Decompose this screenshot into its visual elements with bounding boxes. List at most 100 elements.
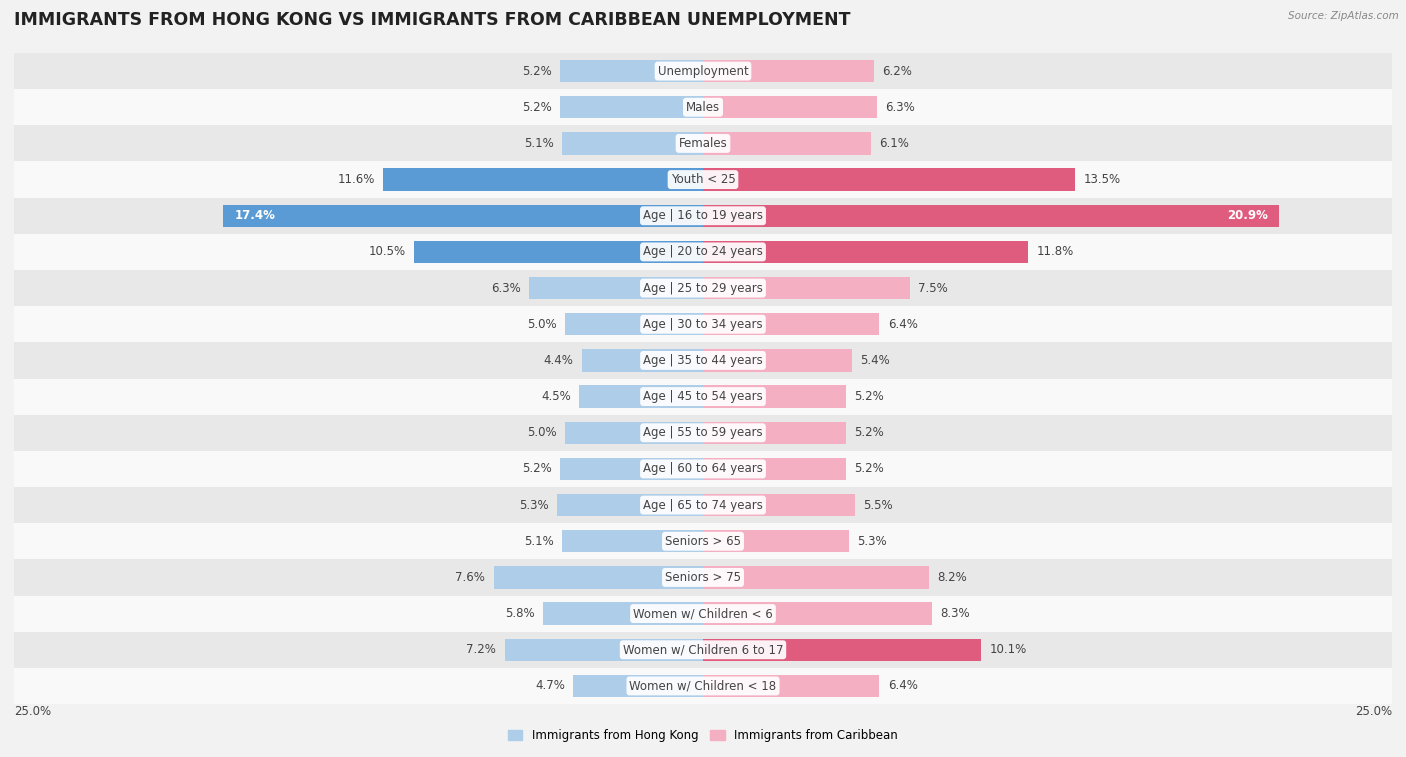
Text: 10.1%: 10.1% [990, 643, 1026, 656]
Bar [505, 639, 703, 661]
Bar [565, 422, 703, 444]
Text: 6.3%: 6.3% [491, 282, 522, 294]
Text: 7.5%: 7.5% [918, 282, 948, 294]
Text: 5.2%: 5.2% [522, 101, 551, 114]
Text: Youth < 25: Youth < 25 [671, 173, 735, 186]
Bar [14, 668, 1392, 704]
Text: 5.8%: 5.8% [505, 607, 534, 620]
Bar [560, 458, 703, 480]
Text: 5.2%: 5.2% [855, 463, 884, 475]
Bar [14, 342, 1392, 378]
Bar [14, 53, 1392, 89]
Bar [562, 530, 703, 553]
Bar [413, 241, 703, 263]
Text: 8.3%: 8.3% [941, 607, 970, 620]
Bar [703, 277, 910, 299]
Bar [14, 487, 1392, 523]
Text: 4.5%: 4.5% [541, 390, 571, 403]
Text: 5.5%: 5.5% [863, 499, 893, 512]
Bar [14, 89, 1392, 126]
Text: Age | 45 to 54 years: Age | 45 to 54 years [643, 390, 763, 403]
Bar [703, 603, 932, 625]
Bar [703, 168, 1076, 191]
Bar [703, 674, 879, 697]
Text: Source: ZipAtlas.com: Source: ZipAtlas.com [1288, 11, 1399, 21]
Text: Males: Males [686, 101, 720, 114]
Bar [703, 494, 855, 516]
Legend: Immigrants from Hong Kong, Immigrants from Caribbean: Immigrants from Hong Kong, Immigrants fr… [503, 724, 903, 747]
Text: 5.3%: 5.3% [519, 499, 548, 512]
Bar [560, 60, 703, 83]
Text: Women w/ Children 6 to 17: Women w/ Children 6 to 17 [623, 643, 783, 656]
Text: Age | 30 to 34 years: Age | 30 to 34 years [643, 318, 763, 331]
Text: Age | 55 to 59 years: Age | 55 to 59 years [643, 426, 763, 439]
Bar [703, 313, 879, 335]
Text: 7.6%: 7.6% [456, 571, 485, 584]
Bar [14, 523, 1392, 559]
Bar [224, 204, 703, 227]
Bar [582, 349, 703, 372]
Bar [560, 96, 703, 118]
Text: 8.2%: 8.2% [938, 571, 967, 584]
Bar [703, 458, 846, 480]
Text: IMMIGRANTS FROM HONG KONG VS IMMIGRANTS FROM CARIBBEAN UNEMPLOYMENT: IMMIGRANTS FROM HONG KONG VS IMMIGRANTS … [14, 11, 851, 30]
Bar [14, 451, 1392, 487]
Bar [703, 566, 929, 589]
Text: 5.4%: 5.4% [860, 354, 890, 367]
Bar [574, 674, 703, 697]
Bar [703, 530, 849, 553]
Text: 5.0%: 5.0% [527, 426, 557, 439]
Bar [703, 204, 1279, 227]
Text: 13.5%: 13.5% [1083, 173, 1121, 186]
Text: 17.4%: 17.4% [235, 209, 276, 223]
Text: 6.1%: 6.1% [879, 137, 910, 150]
Bar [557, 494, 703, 516]
Text: 4.4%: 4.4% [544, 354, 574, 367]
Text: Age | 65 to 74 years: Age | 65 to 74 years [643, 499, 763, 512]
Bar [14, 270, 1392, 306]
Bar [14, 631, 1392, 668]
Bar [703, 60, 875, 83]
Text: 10.5%: 10.5% [368, 245, 405, 258]
Text: 5.1%: 5.1% [524, 137, 554, 150]
Bar [703, 422, 846, 444]
Text: Age | 35 to 44 years: Age | 35 to 44 years [643, 354, 763, 367]
Bar [14, 415, 1392, 451]
Text: 4.7%: 4.7% [536, 680, 565, 693]
Text: 5.2%: 5.2% [522, 64, 551, 77]
Text: 6.4%: 6.4% [887, 318, 918, 331]
Text: 5.0%: 5.0% [527, 318, 557, 331]
Bar [14, 234, 1392, 270]
Text: 25.0%: 25.0% [1355, 705, 1392, 718]
Bar [703, 639, 981, 661]
Bar [14, 306, 1392, 342]
Bar [14, 126, 1392, 161]
Bar [703, 132, 872, 154]
Text: Females: Females [679, 137, 727, 150]
Text: 7.2%: 7.2% [467, 643, 496, 656]
Text: Age | 60 to 64 years: Age | 60 to 64 years [643, 463, 763, 475]
Text: 6.4%: 6.4% [887, 680, 918, 693]
Text: 6.3%: 6.3% [884, 101, 915, 114]
Bar [14, 161, 1392, 198]
Text: 5.2%: 5.2% [855, 390, 884, 403]
Text: 5.3%: 5.3% [858, 534, 887, 548]
Bar [703, 96, 876, 118]
Bar [703, 241, 1028, 263]
Text: Age | 25 to 29 years: Age | 25 to 29 years [643, 282, 763, 294]
Bar [565, 313, 703, 335]
Bar [703, 349, 852, 372]
Text: Women w/ Children < 6: Women w/ Children < 6 [633, 607, 773, 620]
Text: 25.0%: 25.0% [14, 705, 51, 718]
Text: 5.2%: 5.2% [855, 426, 884, 439]
Text: Women w/ Children < 18: Women w/ Children < 18 [630, 680, 776, 693]
Text: 11.8%: 11.8% [1036, 245, 1074, 258]
Bar [703, 385, 846, 408]
Bar [14, 596, 1392, 631]
Text: 5.2%: 5.2% [522, 463, 551, 475]
Bar [14, 378, 1392, 415]
Text: Age | 20 to 24 years: Age | 20 to 24 years [643, 245, 763, 258]
Bar [384, 168, 703, 191]
Text: 11.6%: 11.6% [337, 173, 375, 186]
Text: Seniors > 65: Seniors > 65 [665, 534, 741, 548]
